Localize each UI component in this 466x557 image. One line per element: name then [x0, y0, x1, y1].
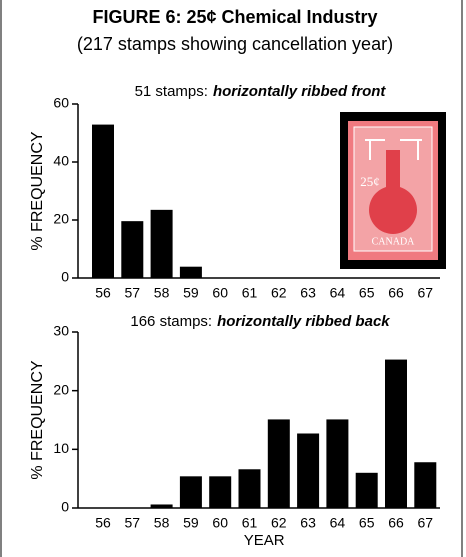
- stamp-country: CANADA: [372, 236, 416, 247]
- bar: [179, 266, 202, 278]
- bar: [238, 469, 261, 508]
- stamp-denomination: 25¢: [360, 174, 380, 189]
- y-tick-label: 10: [53, 440, 69, 456]
- y-tick-label: 20: [53, 211, 69, 227]
- chart-title-count: 166 stamps:: [130, 313, 212, 330]
- bar: [179, 476, 202, 508]
- x-tick-label: 66: [388, 285, 404, 301]
- bar: [209, 476, 232, 508]
- chart-title: 51 stamps: horizontally ribbed front: [135, 83, 387, 100]
- x-tick-label: 62: [271, 515, 287, 531]
- chart-title: 166 stamps: horizontally ribbed back: [130, 313, 390, 330]
- x-tick-label: 64: [330, 515, 346, 531]
- x-tick-label: 61: [242, 285, 258, 301]
- x-tick-label: 66: [388, 515, 404, 531]
- x-tick-label: 67: [418, 285, 434, 301]
- figure-title: FIGURE 6: 25¢ Chemical Industry: [92, 7, 377, 27]
- x-tick-label: 63: [300, 285, 316, 301]
- chart-title-count: 51 stamps:: [135, 83, 208, 100]
- chart-title-emphasis: horizontally ribbed front: [213, 83, 386, 100]
- x-tick-label: 63: [300, 515, 316, 531]
- bar: [267, 419, 290, 508]
- x-tick-label: 58: [154, 515, 170, 531]
- y-tick-label: 40: [53, 153, 69, 169]
- x-tick-label: 56: [95, 285, 111, 301]
- x-tick-label: 57: [125, 285, 141, 301]
- x-tick-label: 57: [125, 515, 141, 531]
- bar: [150, 504, 173, 508]
- x-axis-label: YEAR: [244, 532, 285, 549]
- x-tick-label: 60: [212, 285, 228, 301]
- figure-subtitle: (217 stamps showing cancellation year): [77, 34, 393, 54]
- x-tick-label: 59: [183, 515, 199, 531]
- y-tick-label: 0: [61, 269, 69, 285]
- x-tick-label: 65: [359, 515, 375, 531]
- x-tick-label: 61: [242, 515, 258, 531]
- bar: [355, 472, 378, 508]
- x-tick-label: 67: [418, 515, 434, 531]
- x-tick-label: 60: [212, 515, 228, 531]
- x-tick-label: 56: [95, 515, 111, 531]
- y-tick-label: 60: [53, 95, 69, 111]
- bar: [150, 209, 173, 278]
- bar: [385, 359, 407, 508]
- bar: [297, 433, 320, 508]
- stamp-tubes: [365, 139, 422, 160]
- stamp-neck: [386, 150, 400, 190]
- bar: [121, 221, 144, 278]
- stamp-flask: [369, 186, 417, 234]
- y-axis-label: % FREQUENCY: [29, 360, 46, 479]
- y-tick-label: 0: [61, 499, 69, 515]
- x-tick-label: 59: [183, 285, 199, 301]
- x-tick-label: 65: [359, 285, 375, 301]
- x-tick-label: 62: [271, 285, 287, 301]
- bar: [326, 419, 349, 508]
- y-tick-label: 20: [53, 381, 69, 397]
- x-tick-label: 58: [154, 285, 170, 301]
- bar: [92, 124, 114, 278]
- chart-title-emphasis: horizontally ribbed back: [217, 313, 390, 330]
- y-tick-label: 30: [53, 323, 69, 339]
- bar: [414, 462, 437, 508]
- x-tick-label: 64: [330, 285, 346, 301]
- stamp: 25¢ CANADA: [340, 112, 446, 269]
- y-axis-label: % FREQUENCY: [29, 131, 46, 250]
